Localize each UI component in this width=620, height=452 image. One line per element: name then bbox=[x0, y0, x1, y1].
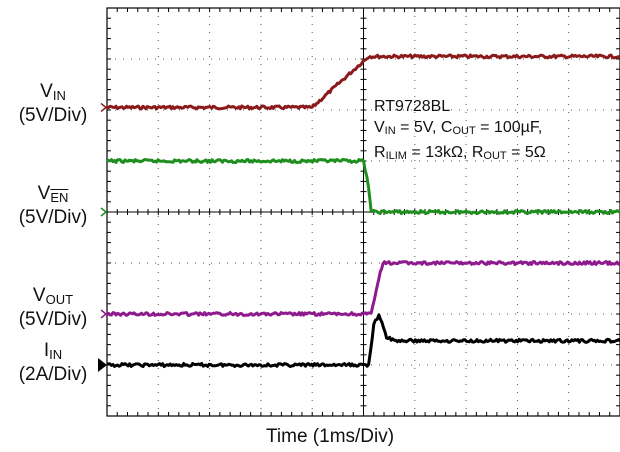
annotation-line-3: RILIM = 13kΩ, ROUT = 5Ω bbox=[374, 144, 546, 162]
ground-marker-v-en bbox=[100, 207, 108, 217]
ground-marker-v-out bbox=[100, 309, 108, 319]
ground-marker-v-in bbox=[100, 102, 108, 113]
conditions-annotation: RT9728BL VIN = 5V, COUT = 100µF, RILIM =… bbox=[374, 96, 546, 167]
x-axis-label: Time (1ms/Div) bbox=[266, 426, 395, 447]
trace-v-in bbox=[106, 53, 620, 111]
trace-v-en bbox=[106, 158, 620, 215]
device-name: RT9728BL bbox=[374, 98, 451, 115]
ground-marker-i-in bbox=[98, 358, 107, 372]
channel-label-iin: IIN (2A/Div) bbox=[18, 340, 88, 385]
annotation-line-2: VIN = 5V, COUT = 100µF, bbox=[374, 119, 543, 137]
trace-i-in bbox=[106, 313, 620, 368]
channel-label-vin: VIN (5V/Div) bbox=[18, 81, 88, 126]
ground-markers bbox=[98, 102, 108, 372]
channel-label-vout: VOUT (5V/Div) bbox=[18, 285, 88, 330]
traces bbox=[106, 53, 620, 368]
channel-label-ven: VEN (5V/Div) bbox=[18, 183, 88, 228]
trace-v-out bbox=[106, 260, 620, 317]
